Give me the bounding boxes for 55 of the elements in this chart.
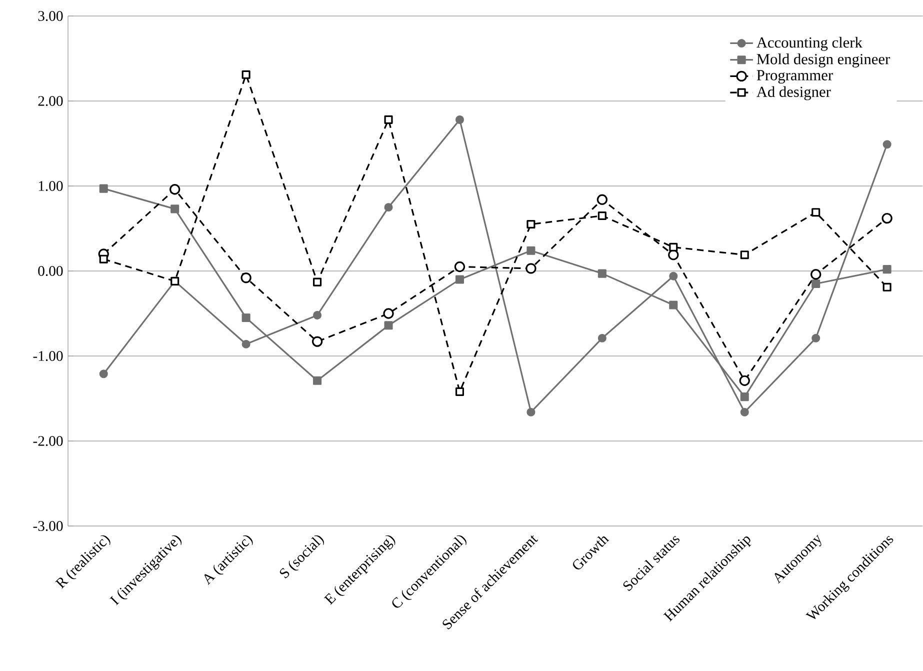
point [812,208,820,217]
point [596,194,608,205]
point [242,313,250,322]
point [740,392,749,402]
point [384,115,393,124]
point [99,184,108,193]
y-tick-label: 3.00 [38,11,63,21]
y-tick-label: 0.00 [38,266,63,276]
point [384,321,393,330]
point [598,269,606,278]
point [242,340,250,348]
point [454,261,466,272]
point [669,242,678,252]
point [313,376,322,385]
point [312,336,323,347]
point [598,211,606,220]
legend-label: Ad designer [756,86,831,100]
y-tick-label: 2.00 [38,96,63,106]
point [313,310,322,320]
y-tick-label: -3.00 [33,521,63,531]
legend-label: Programmer [756,70,833,84]
point [669,300,678,310]
point [383,308,394,319]
point [99,370,108,378]
y-tick-label: -1.00 [33,351,63,361]
point [170,204,180,214]
point [812,279,820,288]
point [740,408,749,416]
point [242,70,250,79]
y-tick-label: -2.00 [33,436,63,446]
point [455,387,464,396]
point [455,275,464,284]
point [526,220,536,229]
point [882,140,892,149]
point [882,282,892,292]
point [526,246,536,255]
point [526,263,536,274]
legend-label: Mold design engineer [756,54,890,68]
point [170,184,180,195]
y-tick-label: 1.00 [38,181,63,191]
point [810,269,822,280]
point [526,408,536,416]
point [812,334,820,342]
legend-label: Accounting clerk [756,36,862,51]
point [99,254,108,264]
point [598,334,606,342]
point [739,375,750,386]
point [669,272,678,280]
point [455,115,464,124]
point [882,265,892,274]
point [740,250,749,260]
point [240,272,252,284]
point [384,202,393,212]
point [882,212,892,224]
point [313,278,322,286]
